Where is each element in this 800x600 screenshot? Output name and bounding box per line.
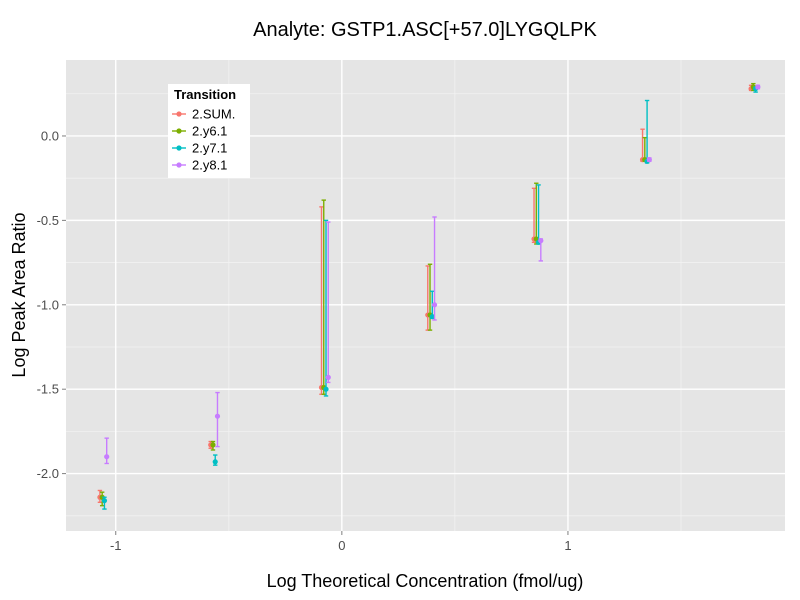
data-point bbox=[210, 442, 216, 448]
legend-key-point bbox=[176, 145, 182, 151]
y-axis-label: Log Peak Area Ratio bbox=[9, 212, 29, 377]
data-point bbox=[431, 302, 438, 308]
x-axis-label: Log Theoretical Concentration (fmol/ug) bbox=[267, 571, 584, 591]
x-tick-label: 1 bbox=[564, 538, 571, 553]
legend-entry: 2.y8.1 bbox=[172, 158, 227, 173]
error-bar bbox=[531, 187, 537, 244]
y-tick-label: -2.0 bbox=[37, 466, 59, 481]
minor-gridlines bbox=[66, 60, 785, 531]
legend-entry-label: 2.SUM. bbox=[192, 107, 235, 122]
data-point bbox=[755, 84, 761, 90]
legend-entry-label: 2.y7.1 bbox=[192, 141, 227, 156]
legend-key-point bbox=[176, 111, 182, 117]
legend-entry: 2.y6.1 bbox=[172, 124, 227, 139]
data-point bbox=[429, 314, 435, 320]
legend-entry-label: 2.y8.1 bbox=[192, 158, 227, 173]
data-point bbox=[325, 374, 331, 380]
y-tick-label: -1.5 bbox=[37, 382, 59, 397]
y-tick-label: -0.5 bbox=[37, 213, 59, 228]
data-point bbox=[538, 238, 544, 244]
data-point bbox=[323, 386, 329, 392]
legend-key-point bbox=[176, 162, 182, 168]
legend-entry: 2.SUM. bbox=[172, 107, 235, 122]
y-axis-ticks: -2.0 -1.5 -1.0 -0.5 0.0 bbox=[37, 128, 66, 481]
x-tick-label: -1 bbox=[110, 538, 122, 553]
legend-entry: 2.y7.1 bbox=[172, 141, 227, 156]
error-bar bbox=[326, 221, 331, 384]
legend-entries: 2.SUM. 2.y6.1 2.y7.1 2.y8.1 bbox=[172, 107, 235, 173]
legend-title: Transition bbox=[174, 87, 236, 102]
y-tick-label: 0.0 bbox=[41, 128, 59, 143]
data-point bbox=[646, 157, 652, 163]
error-bar bbox=[215, 391, 220, 448]
x-tick-label: 0 bbox=[338, 538, 345, 553]
legend: Transition 2.SUM. 2.y6.1 2.y7.1 2.y8.1 bbox=[168, 84, 250, 178]
data-series bbox=[97, 82, 761, 510]
x-axis-ticks: -1 0 1 bbox=[110, 531, 572, 553]
error-bar bbox=[321, 199, 326, 395]
data-point bbox=[214, 413, 221, 419]
data-point bbox=[212, 459, 218, 465]
major-gridlines bbox=[66, 60, 785, 531]
error-bar bbox=[427, 263, 433, 331]
chart-title: Analyte: GSTP1.ASC[+57.0]LYGQLPK bbox=[253, 19, 597, 41]
series-4 bbox=[104, 84, 761, 465]
legend-key-point bbox=[176, 128, 182, 134]
legend-entry-label: 2.y6.1 bbox=[192, 124, 227, 139]
data-point bbox=[104, 454, 110, 460]
data-point bbox=[101, 498, 108, 504]
error-bar bbox=[323, 219, 329, 397]
y-tick-label: -1.0 bbox=[37, 297, 59, 312]
